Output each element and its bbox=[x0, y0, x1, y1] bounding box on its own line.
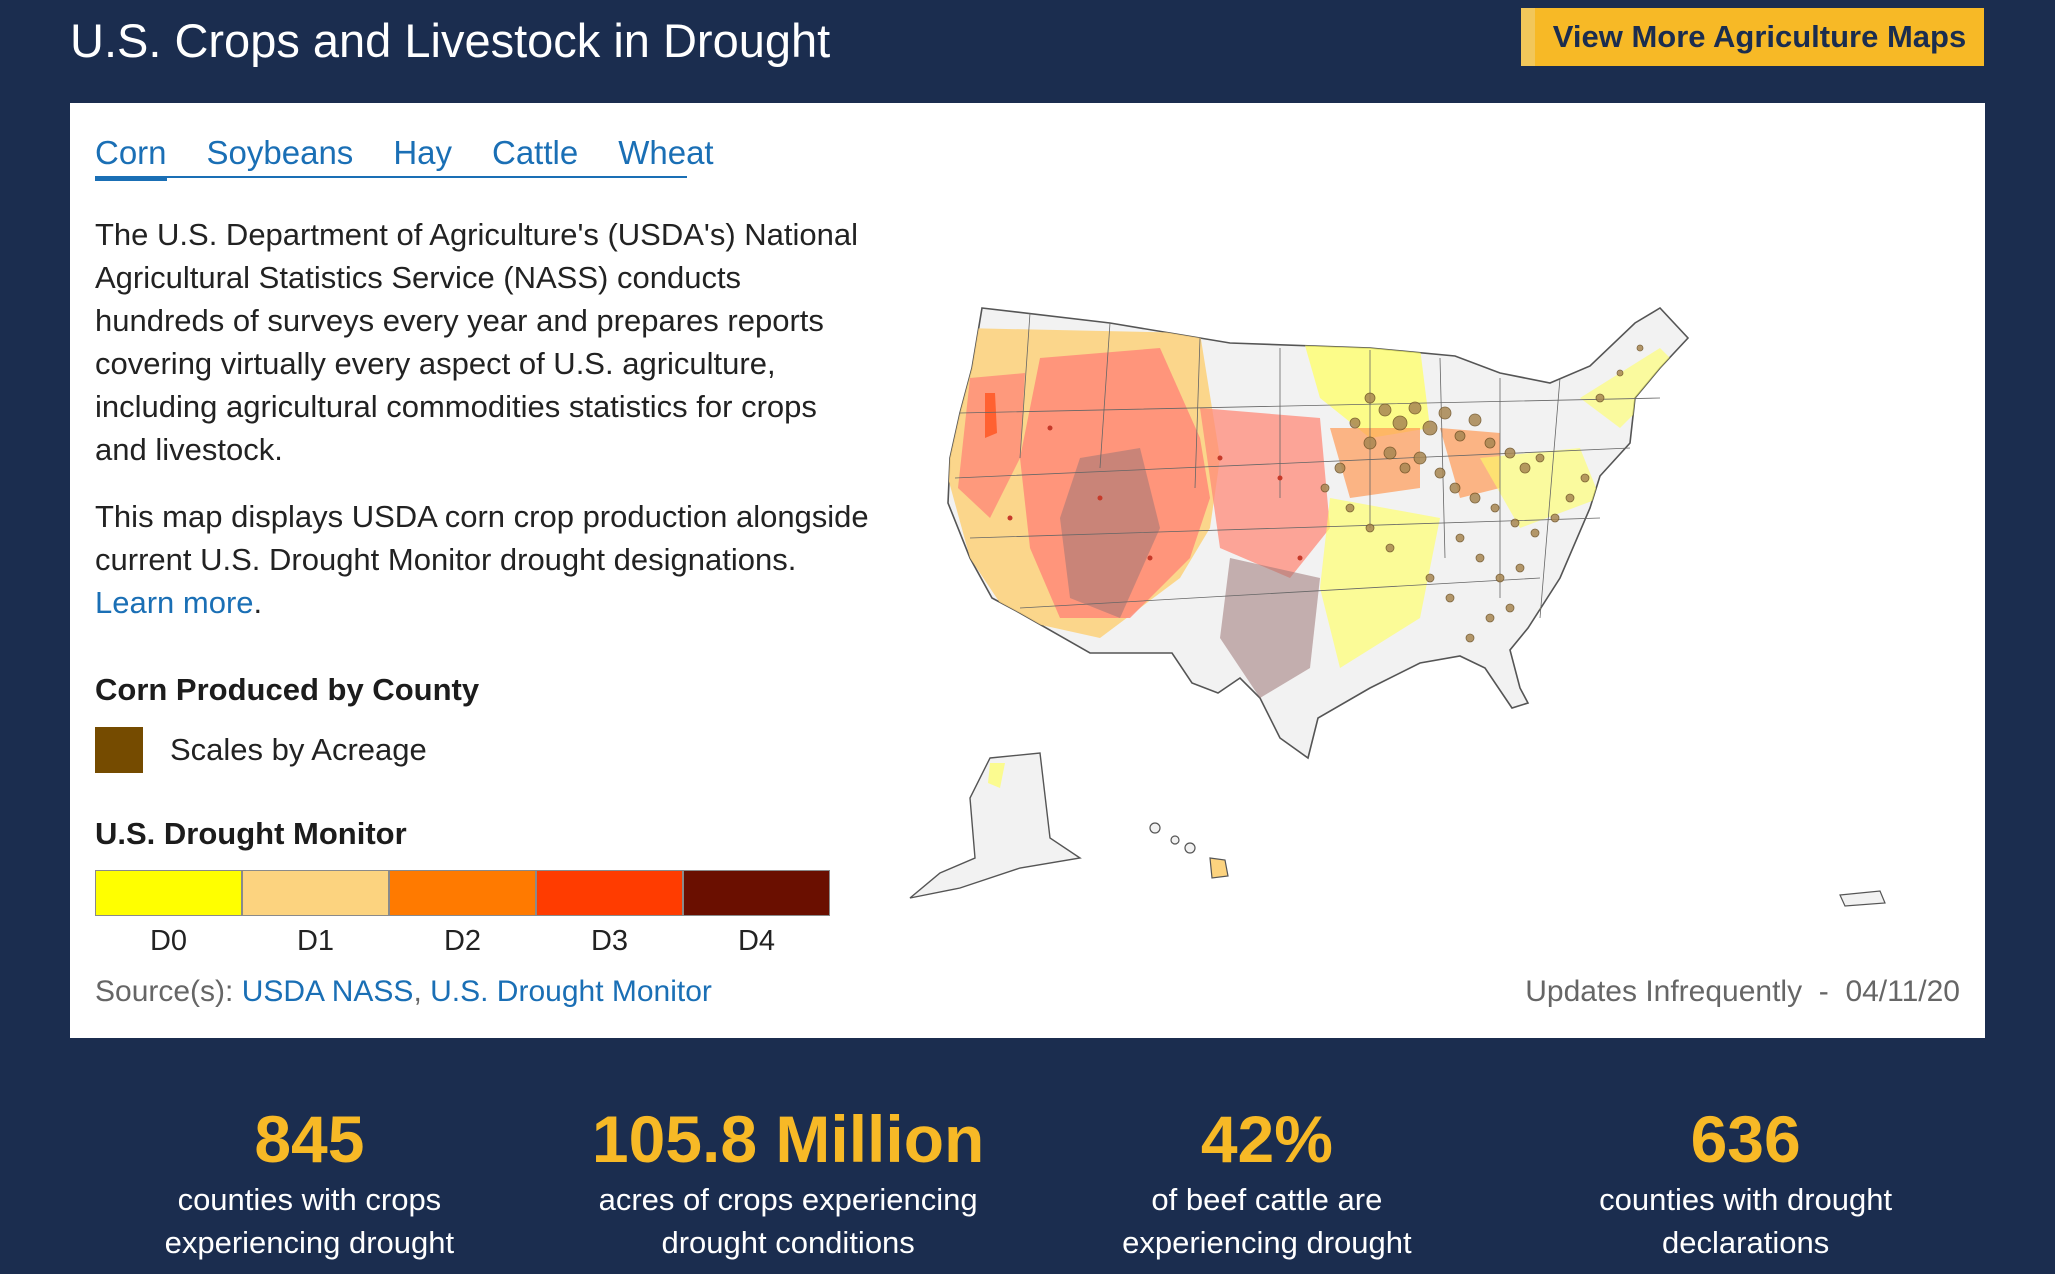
view-more-maps-button[interactable]: View More Agriculture Maps bbox=[1521, 8, 1984, 66]
stat-caption: of beef cattle are bbox=[1151, 1182, 1383, 1217]
update-info: Updates Infrequently - 04/11/20 bbox=[1525, 971, 1960, 1013]
d3-swatch bbox=[536, 870, 683, 916]
source-prefix: Source(s): bbox=[95, 975, 242, 1008]
puerto-rico-inset bbox=[1839, 890, 1886, 907]
hawaii-inset bbox=[1149, 822, 1229, 879]
corn-acreage-dots bbox=[1007, 344, 1644, 643]
tab-cattle[interactable]: Cattle bbox=[492, 134, 579, 171]
corn-acreage-label: Scales by Acreage bbox=[170, 732, 427, 767]
stats-row: 845 counties with crops experiencing dro… bbox=[70, 1100, 1985, 1264]
stat-acres: 105.8 Million acres of crops experiencin… bbox=[549, 1100, 1028, 1264]
alaska-inset bbox=[909, 752, 1082, 899]
description-period: . bbox=[253, 585, 263, 620]
us-drought-map[interactable] bbox=[900, 198, 1960, 958]
update-frequency: Updates Infrequently bbox=[1525, 975, 1803, 1008]
usda-nass-link[interactable]: USDA NASS bbox=[241, 975, 414, 1008]
stat-value: 105.8 Million bbox=[591, 1102, 985, 1176]
source-line: Source(s): USDA NASS, U.S. Drought Monit… bbox=[95, 971, 712, 1013]
stat-caption: drought conditions bbox=[661, 1225, 915, 1260]
tab-hay[interactable]: Hay bbox=[393, 134, 452, 171]
source-separator: , bbox=[413, 975, 431, 1008]
description-paragraph-2: This map displays USDA corn crop product… bbox=[95, 495, 875, 624]
update-separator: - bbox=[1802, 975, 1846, 1008]
page-title: U.S. Crops and Livestock in Drought bbox=[70, 14, 831, 67]
tab-corn[interactable]: Corn bbox=[95, 131, 167, 181]
d0-swatch bbox=[95, 870, 242, 916]
d0-label: D0 bbox=[149, 925, 188, 957]
dry-county-markers bbox=[1007, 425, 1303, 561]
corn-legend-heading: Corn Produced by County bbox=[95, 672, 480, 707]
stat-caption: experiencing drought bbox=[1122, 1225, 1412, 1260]
drought-areas bbox=[948, 328, 1680, 698]
stat-counties-crops: 845 counties with crops experiencing dro… bbox=[70, 1100, 549, 1264]
stat-value: 845 bbox=[254, 1102, 365, 1176]
drought-scale-labels: D0 D1 D2 D3 D4 bbox=[95, 925, 830, 958]
drought-color-scale bbox=[95, 870, 830, 916]
d3-label: D3 bbox=[590, 925, 629, 957]
stat-value: 42% bbox=[1200, 1102, 1333, 1176]
stat-caption: experiencing drought bbox=[164, 1225, 455, 1260]
map-description: The U.S. Department of Agriculture's (US… bbox=[95, 213, 875, 648]
d1-label: D1 bbox=[296, 925, 335, 957]
stat-declarations: 636 counties with drought declarations bbox=[1506, 1100, 1985, 1264]
d4-swatch bbox=[683, 870, 830, 916]
drought-legend-heading: U.S. Drought Monitor bbox=[95, 816, 407, 851]
state-boundaries bbox=[954, 312, 1661, 619]
corn-acreage-swatch bbox=[95, 727, 143, 773]
d2-label: D2 bbox=[443, 925, 482, 957]
stat-caption: counties with drought bbox=[1599, 1182, 1893, 1217]
learn-more-link[interactable]: Learn more bbox=[95, 585, 254, 620]
drought-layer bbox=[947, 306, 1690, 760]
stat-caption: counties with crops bbox=[177, 1182, 442, 1217]
stat-value: 636 bbox=[1690, 1102, 1801, 1176]
tab-wheat[interactable]: Wheat bbox=[618, 134, 714, 171]
map-card: Corn Soybeans Hay Cattle Wheat The U.S. … bbox=[70, 103, 1985, 1038]
update-date: 04/11/20 bbox=[1845, 975, 1960, 1008]
stat-caption: acres of crops experiencing bbox=[598, 1182, 978, 1217]
drought-monitor-link[interactable]: U.S. Drought Monitor bbox=[430, 975, 712, 1008]
tab-underline-rule bbox=[95, 176, 687, 178]
stat-beef-cattle: 42% of beef cattle are experiencing drou… bbox=[1028, 1100, 1507, 1264]
d1-swatch bbox=[242, 870, 389, 916]
tab-soybeans[interactable]: Soybeans bbox=[206, 134, 354, 171]
stat-caption: declarations bbox=[1662, 1225, 1830, 1260]
crop-tabs: Corn Soybeans Hay Cattle Wheat bbox=[95, 131, 754, 181]
description-text: This map displays USDA corn crop product… bbox=[95, 499, 869, 577]
d4-label: D4 bbox=[737, 925, 776, 957]
description-paragraph-1: The U.S. Department of Agriculture's (US… bbox=[95, 217, 859, 467]
d2-swatch bbox=[389, 870, 536, 916]
